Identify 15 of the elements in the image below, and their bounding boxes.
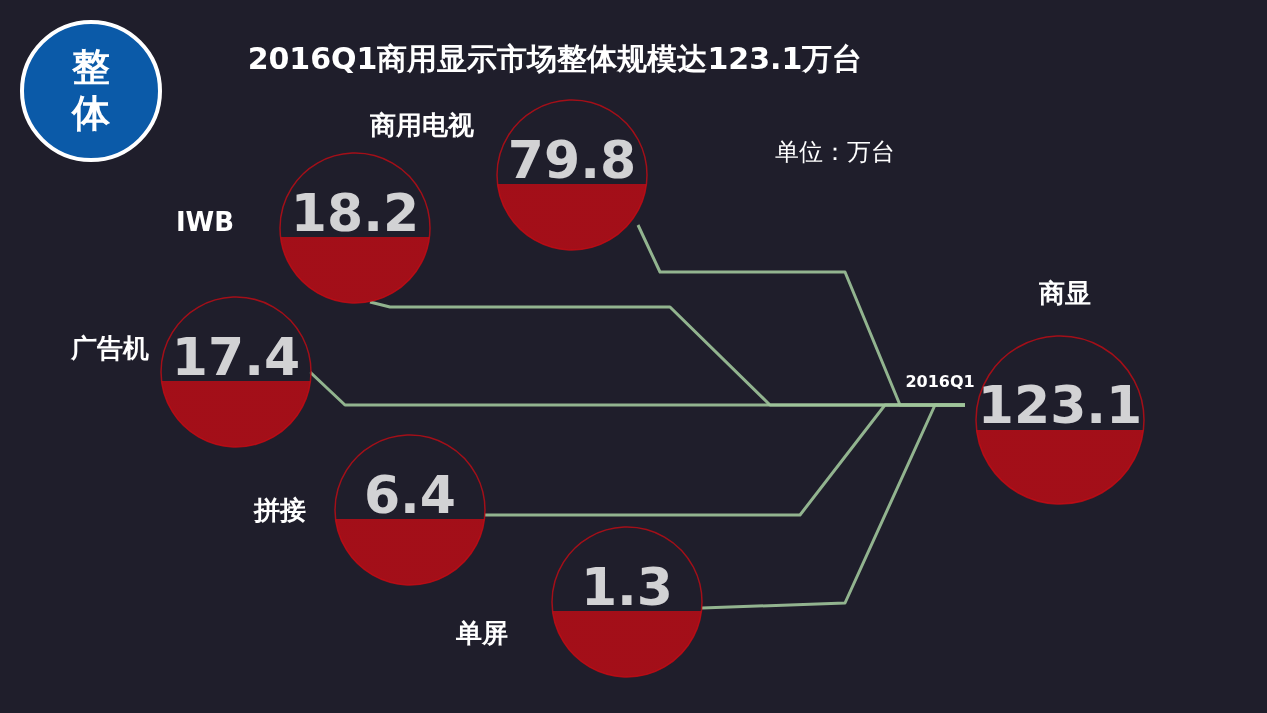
category-label: 商用电视: [369, 110, 474, 140]
text: 单位：万台: [775, 138, 895, 166]
data-label: 79.8: [507, 130, 637, 190]
category-label: 广告机: [70, 333, 149, 363]
category-label: IWB: [175, 207, 235, 237]
category-label: 拼接: [253, 495, 306, 525]
category-label: 单屏: [455, 618, 508, 648]
data-label: 18.2: [290, 183, 420, 243]
data-label: 6.4: [363, 465, 457, 525]
data-label: 1.3: [580, 557, 674, 617]
text: 2016Q1商用显示市场整体规模达123.1万台: [247, 40, 863, 76]
text: 2016Q1: [905, 371, 975, 391]
data-label: 17.4: [171, 327, 301, 387]
data-label: 123.1: [977, 375, 1143, 435]
category-label: 商显: [1038, 278, 1091, 308]
